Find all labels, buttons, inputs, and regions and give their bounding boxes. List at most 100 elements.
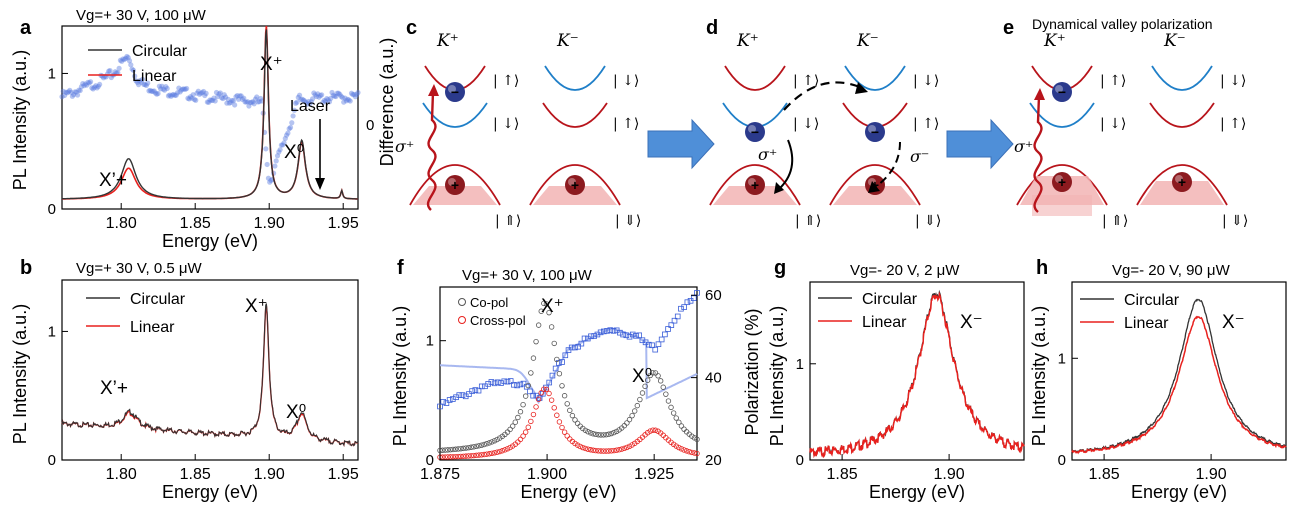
panel-c-hole-sign: +	[451, 177, 459, 193]
panel-a-ytick-label: 0	[48, 201, 56, 218]
panel-f-crosspol-point	[621, 445, 628, 452]
panel-f-axes	[439, 286, 698, 461]
panel-d-electron-sign: −	[751, 124, 759, 140]
panel-f-copol-point	[561, 393, 568, 399]
panel-f-polarization-point	[655, 341, 662, 348]
panel-f-crosspol-point	[525, 424, 531, 430]
panel-f-crosspol-point	[463, 453, 469, 459]
panel-e-kminus-label: K⁻	[1163, 31, 1186, 51]
panel-a-difference-point	[254, 94, 260, 100]
panel-a-difference-point	[248, 99, 255, 105]
panel-c-kplus-label: K⁺	[436, 31, 459, 51]
panel-g-ylabel: PL Intensity (a.u.)	[767, 306, 787, 446]
panel-f-copol-point	[650, 370, 656, 376]
panel-b-xtick-label: 1.85	[180, 466, 211, 483]
panel-f-legend-copol-label: Co-pol	[470, 295, 508, 310]
panel-a-difference-point	[335, 90, 342, 96]
panel-a-difference-point	[129, 66, 135, 72]
panel-g-ytick-label: 0	[796, 452, 804, 469]
panel-f-copol-point	[574, 420, 581, 427]
panel-a-difference-point	[219, 95, 225, 101]
panel-c-ket: | ↑⟩	[613, 116, 639, 132]
panel-f-copol-point	[546, 309, 552, 316]
panel-c-electron	[445, 82, 465, 102]
panel-f-polarization-point	[437, 403, 443, 410]
panel-f-letter: f	[397, 257, 404, 279]
panel-a-difference-point	[187, 94, 194, 100]
panel-f-copol-point	[476, 443, 482, 449]
panel-a-difference-point	[273, 158, 279, 164]
panel-c-electron-sign: −	[451, 84, 459, 100]
panel-f-crosspol-point	[458, 453, 464, 460]
panel-a-difference-point	[354, 91, 360, 97]
panel-f-crosspol-point	[626, 443, 633, 449]
panel-a-difference-point	[152, 90, 159, 96]
panel-f-polarization-point	[501, 378, 508, 385]
panel-f-copol-point	[593, 431, 599, 438]
panel-a-difference-point	[148, 88, 155, 94]
panel-a-difference-point	[95, 83, 101, 90]
panel-f-copol-point	[494, 436, 500, 443]
panel-f-crosspol-point	[619, 446, 625, 452]
panel-h-legend-circular-label: Circular	[1124, 292, 1180, 309]
panel-f-copol-point	[665, 398, 672, 404]
panel-f-copol-point	[626, 416, 633, 423]
panel-f-crosspol-point	[543, 386, 550, 393]
panel-a-difference-point	[93, 83, 99, 89]
panel-a-difference-point	[204, 99, 211, 105]
panel-f-crosspol-point	[598, 448, 604, 454]
panel-h-legend-linear-label: Linear	[1124, 315, 1169, 332]
panel-f-polarization-point	[559, 359, 565, 365]
panel-a-difference-point	[193, 97, 199, 103]
panel-f-crosspol-point	[554, 412, 560, 418]
panel-e-electron	[1052, 82, 1072, 102]
panel-d-kminus-upper-band	[844, 65, 906, 91]
panel-f-crosspol-point	[577, 443, 583, 450]
panel-f-crosspol-point	[497, 448, 503, 455]
panel-f-copol-point	[631, 408, 638, 414]
panel-e-ket: | ⇑⟩	[1102, 213, 1128, 229]
panel-f-crosspol-point	[460, 453, 467, 459]
panel-f-polarization-point	[520, 380, 527, 387]
panel-a-difference-point	[321, 97, 327, 104]
panel-e-ket: | ↓⟩	[1220, 73, 1246, 89]
panel-f-polarization-point	[575, 343, 581, 350]
panel-a-difference-point	[145, 80, 151, 86]
panel-e-hole-sign: +	[1178, 174, 1186, 190]
panel-f-polarization-point	[475, 387, 482, 394]
panel-a-difference-point	[155, 90, 161, 97]
panel-a-difference-point	[86, 80, 92, 86]
panel-e-ket: | ↑⟩	[1100, 73, 1126, 89]
panel-f-copol-point	[595, 432, 602, 438]
panel-a-difference-point	[319, 92, 325, 98]
panel-f-copol-point	[489, 439, 495, 445]
panel-d-hole-sign: +	[751, 177, 759, 193]
panel-a-difference-point	[67, 87, 73, 93]
panel-a-difference-point	[338, 93, 344, 99]
panel-c-kminus-valence-band	[529, 164, 621, 206]
panel-g-circular-line	[809, 289, 1025, 458]
panel-g-ytick-label: 1	[796, 356, 804, 373]
panel-a-difference-point	[291, 107, 297, 113]
panel-f-polarization-point	[472, 387, 479, 393]
panel-d-hole-shine	[748, 178, 756, 186]
panel-e-hole-shine	[1055, 175, 1063, 183]
panel-f-crosspol-point	[606, 448, 612, 454]
panel-f-crosspol-point	[559, 424, 565, 431]
panel-b-circular-line	[61, 303, 359, 447]
panel-f-polarization-fit	[440, 327, 698, 405]
panel-f-y2label: Polarization (%)	[742, 308, 762, 435]
panel-a-difference-point	[222, 94, 229, 100]
panel-f-polarization-point	[578, 340, 585, 347]
panel-a-difference-point	[167, 92, 173, 98]
panel-a-difference-point	[165, 93, 172, 99]
panel-b-xtick-label: 1.90	[254, 466, 285, 483]
panel-a-difference-point	[164, 85, 170, 92]
panel-a-difference-point	[282, 135, 288, 142]
panel-f-copol-point	[569, 412, 576, 419]
panel-f-copol-point	[598, 432, 604, 438]
panel-a-difference-point	[163, 84, 169, 90]
panel-f-polarization-point	[562, 352, 569, 359]
panel-b-legend-linear-label: Linear	[130, 319, 175, 336]
